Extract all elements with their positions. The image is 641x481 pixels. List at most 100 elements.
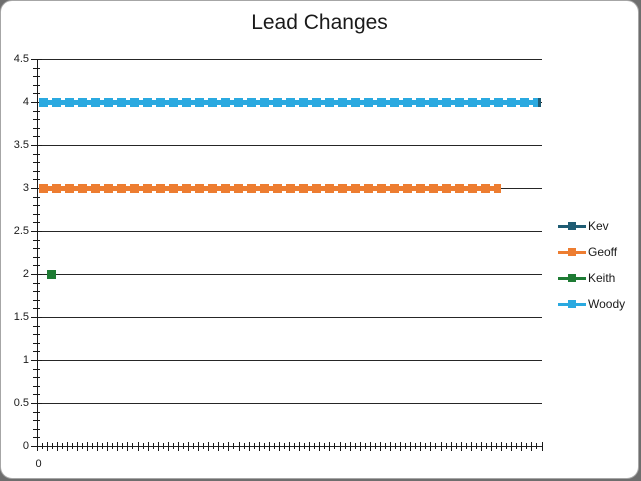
- x-axis-tick: [354, 443, 356, 449]
- y-axis-tick-label: 3.5: [13, 138, 29, 151]
- x-axis-tick: [339, 441, 341, 451]
- x-axis-tick: [440, 441, 442, 451]
- x-axis-tick: [56, 441, 58, 451]
- x-axis-tick: [506, 443, 508, 449]
- y-axis-line: [36, 59, 38, 450]
- legend-item-woody: Woody: [558, 291, 640, 317]
- x-axis-tick: [213, 443, 215, 449]
- y-gridline: [36, 59, 542, 60]
- x-axis-tick: [491, 441, 492, 451]
- y-gridline: [36, 274, 542, 275]
- x-axis-tick: [66, 441, 68, 451]
- x-axis-tick: [258, 441, 260, 451]
- x-axis-tick: [203, 443, 205, 449]
- x-axis-tick: [319, 441, 321, 451]
- x-axis-tick: [309, 441, 311, 451]
- x-axis-tick: [531, 441, 533, 451]
- x-axis-tick: [117, 441, 119, 451]
- x-axis-tick: [51, 443, 53, 449]
- y-major-tick: [30, 403, 42, 404]
- x-axis-tick: [465, 443, 467, 449]
- x-axis-tick: [485, 443, 487, 449]
- y-major-tick: [30, 145, 42, 146]
- x-axis-tick: [289, 441, 290, 451]
- x-axis-tick: [198, 441, 200, 451]
- x-axis-tick: [470, 441, 472, 451]
- y-major-tick: [30, 274, 42, 275]
- x-axis-tick: [379, 441, 381, 451]
- legend-sample-square: [568, 274, 576, 282]
- x-axis-tick: [233, 443, 235, 449]
- x-axis-tick: [369, 441, 371, 451]
- x-axis-tick: [374, 443, 376, 449]
- legend-line-marker-icon: [558, 248, 586, 257]
- y-gridline: [36, 231, 542, 232]
- y-gridline: [36, 360, 542, 361]
- x-axis-tick: [132, 443, 134, 449]
- y-gridline: [36, 403, 542, 404]
- x-axis-tick: [243, 443, 245, 449]
- x-axis-tick: [384, 443, 386, 449]
- x-axis-tick: [536, 443, 538, 449]
- x-axis-tick: [445, 443, 447, 449]
- y-axis-tick-label: 0.5: [13, 396, 29, 409]
- x-axis-tick: [541, 441, 543, 451]
- x-axis-tick: [238, 441, 240, 451]
- y-gridline: [36, 317, 542, 318]
- x-axis-tick: [61, 443, 63, 449]
- x-axis-tick: [127, 441, 129, 451]
- x-axis-tick: [76, 441, 78, 451]
- x-axis-tick: [92, 443, 94, 449]
- x-axis-tick: [41, 443, 43, 449]
- x-axis-tick: [425, 443, 427, 449]
- x-axis-tick: [475, 443, 477, 449]
- x-axis-tick: [324, 443, 326, 449]
- y-major-tick: [30, 360, 42, 361]
- x-axis-tick: [268, 441, 270, 451]
- x-axis-tick: [36, 441, 38, 451]
- series-point-keith: [47, 269, 57, 279]
- x-axis-tick: [329, 441, 331, 451]
- y-axis-tick-label: 1: [22, 353, 29, 366]
- y-major-tick: [30, 231, 42, 232]
- x-axis-tick: [314, 443, 316, 449]
- x-axis-tick: [364, 443, 366, 449]
- y-axis-tick-label: 3: [22, 181, 29, 194]
- x-axis-tick: [112, 443, 114, 449]
- legend-line-marker-icon: [558, 222, 586, 231]
- y-axis-tick-label: 4: [22, 95, 29, 108]
- legend-label: Geoff: [588, 245, 618, 259]
- x-axis-tick: [193, 443, 195, 449]
- x-axis-tick: [223, 443, 225, 449]
- x-axis-tick: [102, 443, 104, 449]
- y-major-tick: [30, 102, 42, 103]
- x-axis-tick: [172, 443, 174, 449]
- y-axis-tick-label: 1.5: [13, 310, 29, 323]
- x-axis-tick: [208, 441, 210, 451]
- x-axis-tick: [511, 441, 513, 451]
- x-axis-tick: [177, 441, 179, 451]
- y-major-tick: [30, 188, 42, 189]
- y-axis-tick-label: 4.5: [13, 52, 29, 65]
- x-axis-tick: [460, 441, 462, 451]
- series-square-markers: [39, 183, 502, 193]
- legend-line-marker-icon: [558, 300, 586, 309]
- legend-item-geoff: Geoff: [558, 239, 640, 265]
- legend-line-marker-icon: [558, 274, 586, 283]
- x-axis-tick: [248, 441, 250, 451]
- x-axis-tick: [334, 443, 336, 449]
- x-axis-tick: [273, 443, 275, 449]
- x-axis-tick: [46, 441, 48, 451]
- x-axis-tick: [263, 443, 265, 449]
- x-axis-tick: [395, 443, 397, 449]
- x-axis-tick-label: 0: [35, 458, 42, 470]
- x-axis-tick: [228, 441, 230, 451]
- x-axis-tick: [147, 441, 149, 451]
- y-major-tick: [30, 446, 42, 447]
- x-axis-tick: [218, 441, 220, 451]
- x-axis-tick: [455, 443, 457, 449]
- x-axis-tick: [107, 441, 109, 451]
- x-axis-tick: [97, 441, 99, 451]
- x-axis-tick: [81, 443, 83, 449]
- x-axis-tick: [415, 443, 417, 449]
